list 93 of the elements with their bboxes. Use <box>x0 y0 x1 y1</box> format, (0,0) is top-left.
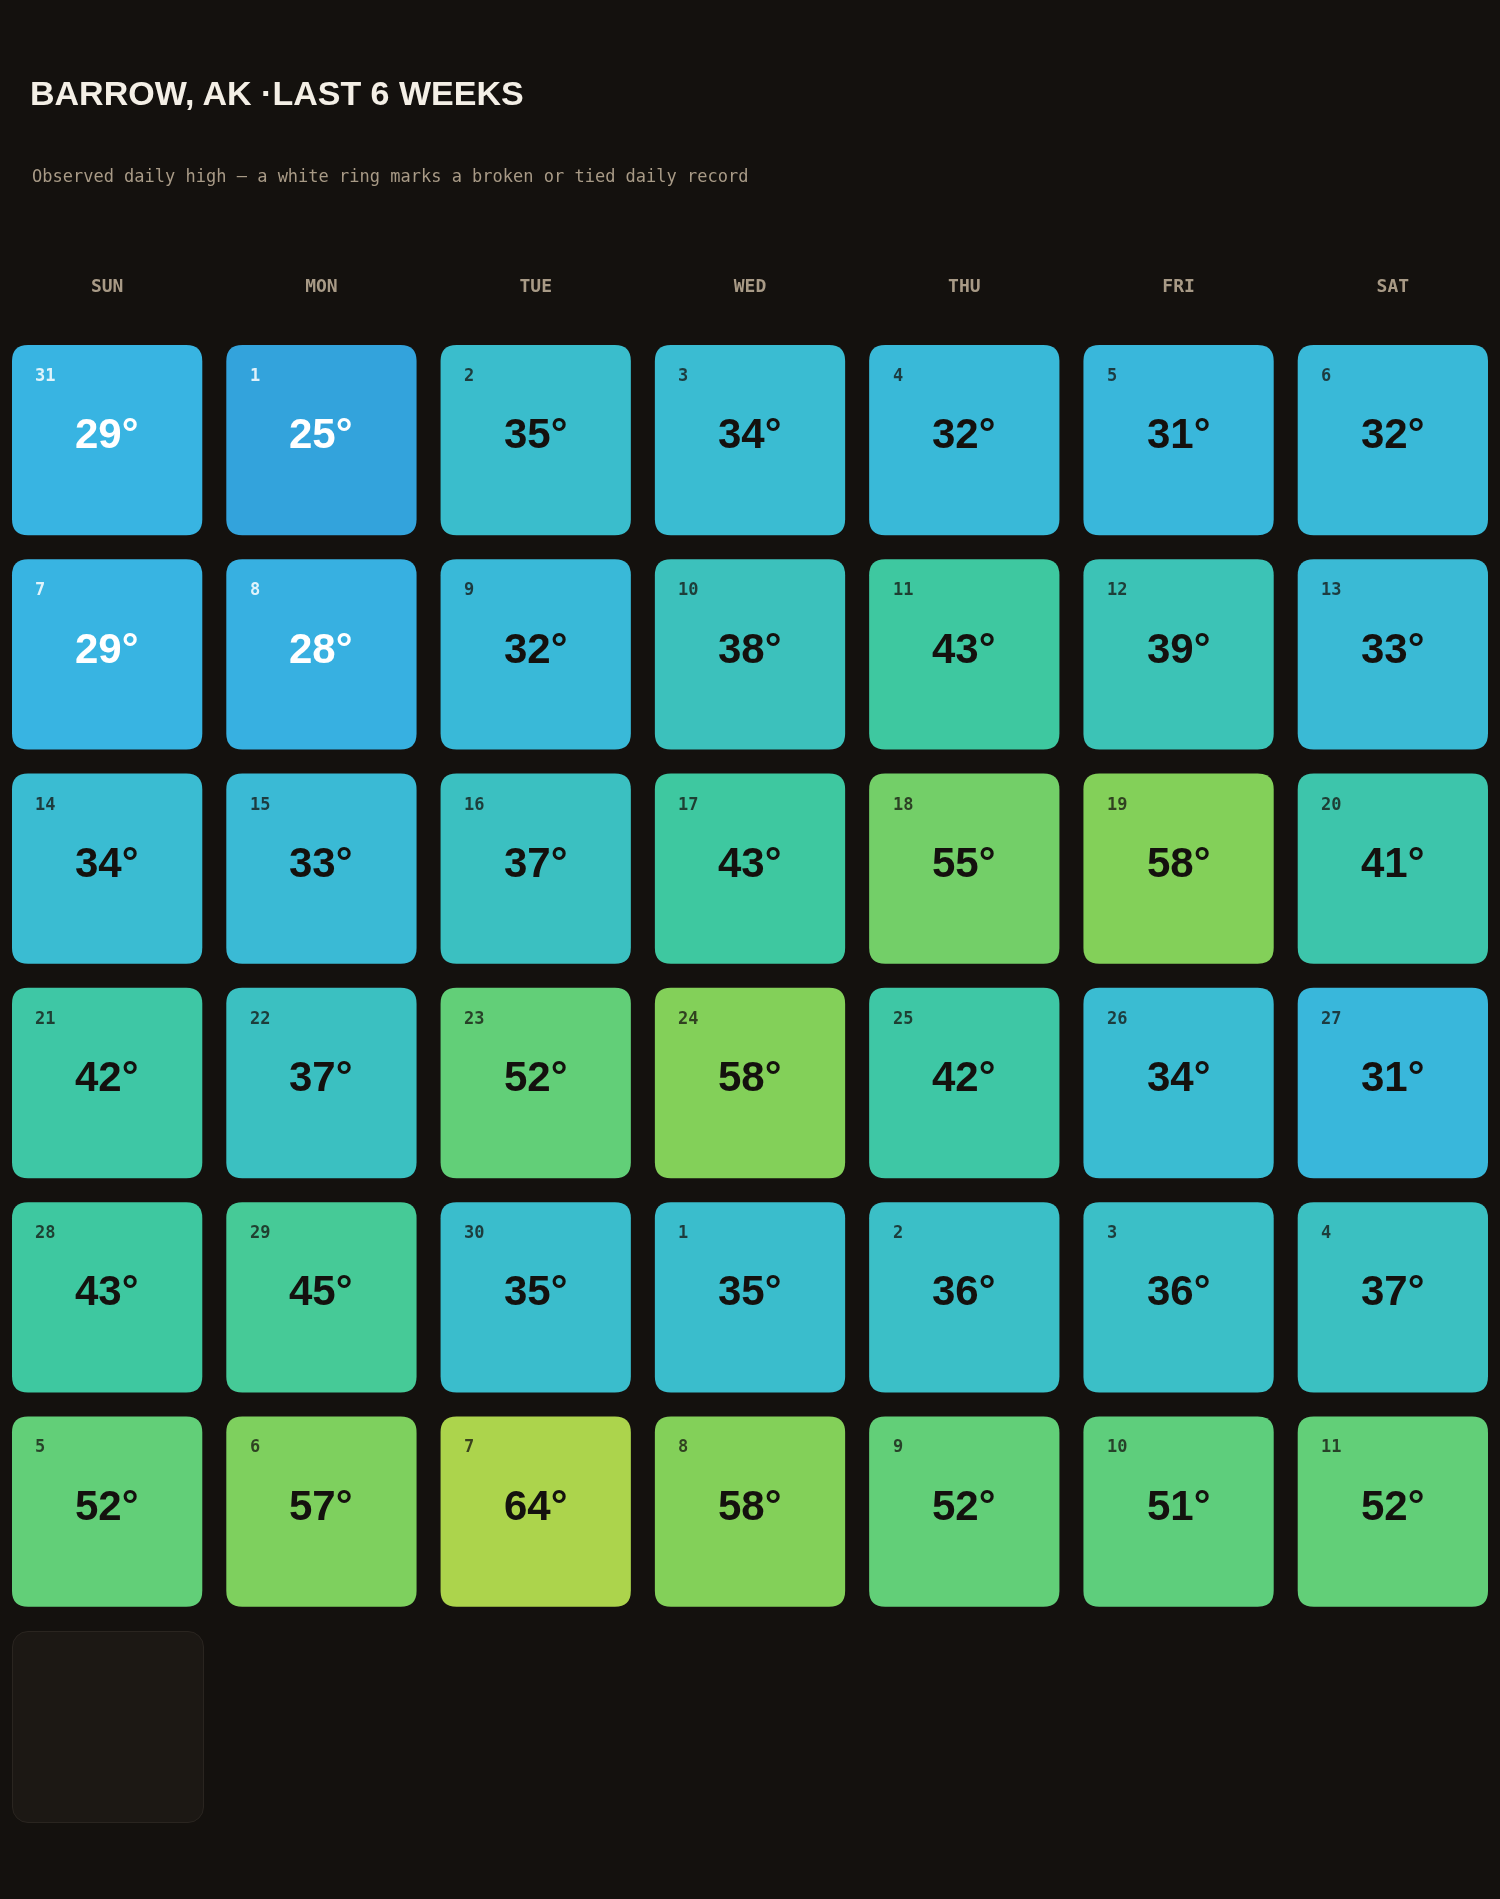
annotation: 12 <box>1107 579 1128 599</box>
annotation: 18 <box>893 794 914 814</box>
annotation: 26 <box>1107 1008 1128 1028</box>
annotation: 13 <box>1321 579 1342 599</box>
data-label: 29° <box>75 410 139 457</box>
annotation: 25 <box>893 1008 914 1028</box>
data-label: 33° <box>1361 625 1425 672</box>
annotation: 2 <box>893 1222 904 1242</box>
data-label: 37° <box>504 839 568 886</box>
annotation: 3 <box>678 365 689 385</box>
data-label: 52° <box>932 1482 996 1529</box>
annotation: 9 <box>893 1436 904 1456</box>
data-label: 43° <box>718 839 782 886</box>
data-label: 42° <box>932 1053 996 1100</box>
annotation: 11 <box>893 579 914 599</box>
x-tick-label: TUE <box>519 275 552 297</box>
data-label: 36° <box>932 1267 996 1314</box>
annotation: 8 <box>678 1436 689 1456</box>
data-label: 58° <box>718 1482 782 1529</box>
annotation: 16 <box>464 794 485 814</box>
data-label: 52° <box>1361 1482 1425 1529</box>
data-label: 52° <box>75 1482 139 1529</box>
data-label: 28° <box>289 625 353 672</box>
chart-subtitle: Observed daily high — a white ring marks a broken or tied daily record <box>32 166 749 186</box>
annotation: 9 <box>464 579 475 599</box>
annotation: 2 <box>464 365 475 385</box>
data-label: 42° <box>75 1053 139 1100</box>
annotation: 1 <box>678 1222 689 1242</box>
annotation: 5 <box>1107 365 1118 385</box>
annotation: 4 <box>1321 1222 1332 1242</box>
annotation: 19 <box>1107 794 1128 814</box>
data-label: 31° <box>1361 1053 1425 1100</box>
data-label: 55° <box>932 839 996 886</box>
annotation: 10 <box>1107 1436 1128 1456</box>
annotation: 27 <box>1321 1008 1342 1028</box>
data-label: 57° <box>289 1482 353 1529</box>
data-label: 45° <box>289 1267 353 1314</box>
annotation: 3 <box>1107 1222 1118 1242</box>
annotation: 15 <box>250 794 271 814</box>
annotation: 30 <box>464 1222 485 1242</box>
data-label: 35° <box>718 1267 782 1314</box>
x-tick-label: THU <box>948 275 981 297</box>
annotation: 11 <box>1321 1436 1342 1456</box>
data-label: 32° <box>932 410 996 457</box>
x-tick-label: FRI <box>1162 275 1195 297</box>
data-label: 29° <box>75 625 139 672</box>
data-label: 35° <box>504 1267 568 1314</box>
data-label: 25° <box>289 410 353 457</box>
x-tick-label: MON <box>305 275 338 297</box>
annotation: 5 <box>35 1436 46 1456</box>
annotation: 10 <box>678 579 699 599</box>
annotation: 31 <box>35 365 56 385</box>
annotation: 21 <box>35 1008 56 1028</box>
data-label: 52° <box>504 1053 568 1100</box>
data-label: 34° <box>75 839 139 886</box>
annotation: 20 <box>1321 794 1342 814</box>
data-label: 33° <box>289 839 353 886</box>
data-label: 58° <box>718 1053 782 1100</box>
data-label: 34° <box>718 410 782 457</box>
data-label: 51° <box>1147 1482 1211 1529</box>
data-label: 43° <box>75 1267 139 1314</box>
annotation: 6 <box>1321 365 1332 385</box>
x-tick-label: SAT <box>1376 275 1410 297</box>
annotation: 17 <box>678 794 699 814</box>
data-label: 35° <box>504 410 568 457</box>
data-label: 37° <box>289 1053 353 1100</box>
data-label: 37° <box>1361 1267 1425 1314</box>
x-tick-label: SUN <box>90 275 124 297</box>
annotation: 29 <box>250 1222 271 1242</box>
annotation: 14 <box>35 794 56 814</box>
annotation: 8 <box>250 579 261 599</box>
annotation: 24 <box>678 1008 699 1028</box>
x-tick-label: WED <box>733 275 767 297</box>
data-label: 58° <box>1147 839 1211 886</box>
annotation: 23 <box>464 1008 485 1028</box>
data-label: 31° <box>1147 410 1211 457</box>
annotation: 1 <box>250 365 261 385</box>
annotation: 28 <box>35 1222 56 1242</box>
annotation: 7 <box>35 579 46 599</box>
data-label: 41° <box>1361 839 1425 886</box>
chart-title: BARROW, AK ·LAST 6 WEEKS <box>30 73 524 112</box>
data-label: 34° <box>1147 1053 1211 1100</box>
data-label: 38° <box>718 625 782 672</box>
annotation: 7 <box>464 1436 475 1456</box>
annotation: 6 <box>250 1436 261 1456</box>
data-label: 43° <box>932 625 996 672</box>
annotation: 22 <box>250 1008 271 1028</box>
data-label: 36° <box>1147 1267 1211 1314</box>
data-label: 32° <box>504 625 568 672</box>
data-label: 64° <box>504 1482 568 1529</box>
data-label: 32° <box>1361 410 1425 457</box>
data-label: 39° <box>1147 625 1211 672</box>
annotation: 4 <box>893 365 904 385</box>
